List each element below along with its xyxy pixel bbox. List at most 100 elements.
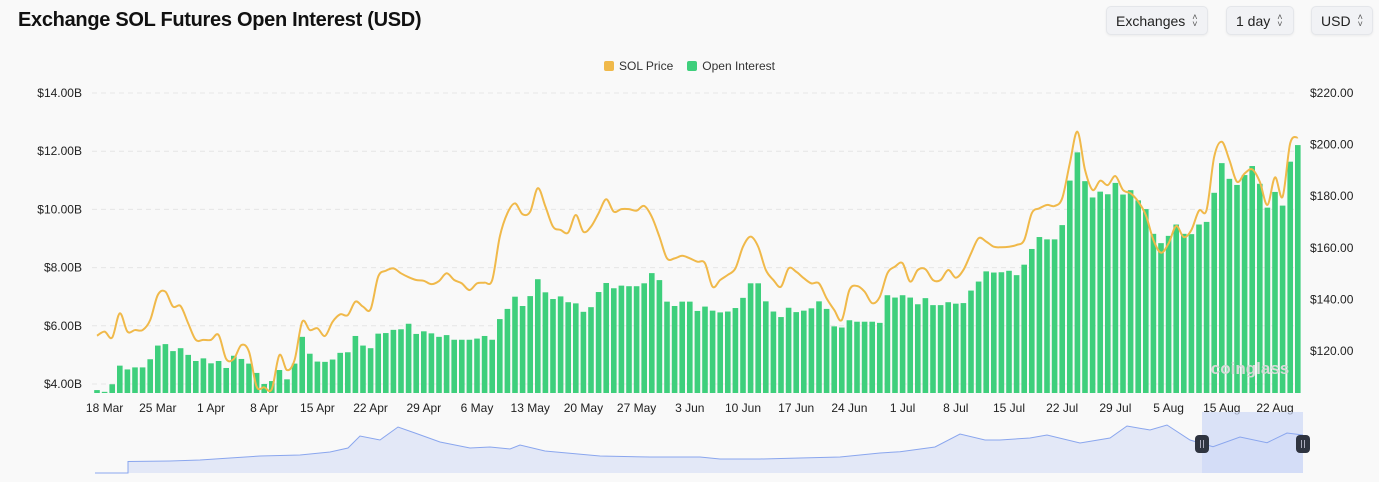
open-interest-bar: [352, 335, 359, 393]
x-axis-tick: 15 Jul: [993, 401, 1025, 415]
x-axis-tick: 27 May: [617, 401, 656, 415]
open-interest-bar: [231, 355, 237, 393]
open-interest-bar: [618, 285, 625, 393]
open-interest-bar: [1105, 194, 1111, 393]
open-interest-bar: [1295, 145, 1301, 393]
interval-select[interactable]: 1 day ˄ ˅: [1226, 6, 1294, 35]
open-interest-bar: [322, 361, 328, 393]
navigator-handle-right[interactable]: [1296, 435, 1310, 453]
open-interest-bar: [329, 359, 336, 393]
open-interest-bar: [922, 298, 929, 393]
open-interest-bar: [846, 320, 853, 393]
open-interest-bar: [367, 348, 374, 393]
open-interest-bar: [801, 310, 807, 393]
open-interest-bar: [1112, 182, 1119, 393]
x-axis-tick: 6 May: [461, 401, 494, 415]
sol-price-line: [96, 130, 1299, 393]
open-interest-bar: [421, 331, 427, 393]
exchanges-select-label: Exchanges: [1116, 12, 1186, 29]
open-interest-bar: [1143, 209, 1149, 393]
x-axis-tick: 3 Jun: [675, 401, 704, 415]
open-interest-bar: [155, 345, 161, 393]
open-interest-bar: [405, 323, 412, 393]
open-interest-bar: [1006, 270, 1012, 393]
open-interest-bar: [132, 367, 138, 393]
open-interest-bar: [345, 352, 351, 393]
open-interest-bar: [1089, 197, 1096, 393]
navigator-handle-left[interactable]: [1195, 435, 1209, 453]
x-axis-tick: 15 Apr: [300, 401, 335, 415]
open-interest-bar: [284, 379, 290, 393]
open-interest-bar: [793, 312, 799, 393]
x-axis-tick: 20 May: [564, 401, 603, 415]
open-interest-bar: [747, 283, 754, 393]
open-interest-bar: [930, 305, 936, 393]
open-interest-bar: [436, 336, 442, 393]
legend-item-sol-price[interactable]: SOL Price: [604, 59, 673, 73]
open-interest-bar: [664, 301, 670, 393]
open-interest-bar: [573, 303, 579, 393]
open-interest-bar: [443, 335, 450, 393]
open-interest-bar: [1257, 183, 1263, 393]
open-interest-bar: [953, 303, 959, 393]
open-interest-bar: [937, 305, 944, 393]
open-interest-bar: [238, 358, 245, 393]
open-interest-bar: [1249, 166, 1255, 393]
open-interest-bar: [481, 335, 488, 393]
open-interest-bar: [1234, 184, 1240, 393]
legend-swatch-oi: [687, 61, 698, 71]
x-axis-tick: 15 Aug: [1203, 401, 1240, 415]
open-interest-bar: [1082, 181, 1088, 393]
open-interest-bar: [1013, 275, 1020, 393]
open-interest-bar: [223, 367, 229, 393]
right-axis-tick: $120.00: [1310, 344, 1354, 358]
open-interest-bar: [968, 290, 974, 393]
open-interest-bar: [299, 336, 305, 393]
open-interest-bar: [535, 279, 541, 393]
open-interest-bar: [360, 345, 366, 393]
open-interest-bar: [603, 283, 609, 393]
right-axis-tick: $180.00: [1310, 189, 1354, 203]
open-interest-bar: [1181, 233, 1187, 393]
open-interest-bar: [998, 272, 1005, 393]
open-interest-bar: [831, 326, 837, 393]
open-interest-bar: [1196, 224, 1202, 393]
legend-label: Open Interest: [702, 59, 775, 73]
open-interest-bar: [1120, 194, 1126, 393]
currency-select[interactable]: USD ˄ ˅: [1311, 6, 1373, 35]
open-interest-bar: [1067, 180, 1073, 393]
navigator-selection[interactable]: [1202, 412, 1303, 473]
right-axis-tick: $160.00: [1310, 241, 1354, 255]
open-interest-bar: [383, 333, 389, 393]
open-interest-bar: [314, 361, 321, 393]
open-interest-bar: [1219, 163, 1225, 393]
open-interest-bar: [694, 310, 701, 393]
right-axis-tick: $200.00: [1310, 138, 1354, 152]
open-interest-bar: [101, 391, 108, 393]
open-interest-bar: [641, 283, 647, 393]
open-interest-bar: [542, 292, 549, 393]
open-interest-bar: [808, 308, 815, 393]
open-interest-bar: [975, 281, 982, 393]
legend-item-open-interest[interactable]: Open Interest: [687, 59, 775, 73]
open-interest-bar: [504, 308, 511, 393]
open-interest-bar: [588, 307, 594, 393]
x-axis-tick: 25 Mar: [139, 401, 176, 415]
open-interest-bar: [755, 283, 761, 393]
range-navigator[interactable]: [95, 412, 1310, 474]
exchanges-select[interactable]: Exchanges ˄ ˅: [1106, 6, 1208, 35]
x-axis-tick: 13 May: [511, 401, 550, 415]
x-axis-tick: 22 Apr: [353, 401, 388, 415]
open-interest-bar: [170, 351, 176, 393]
navigator-area: [95, 425, 1303, 473]
open-interest-bar: [626, 286, 632, 393]
open-interest-bar: [208, 363, 214, 393]
open-interest-bar: [709, 310, 716, 393]
open-interest-bar: [428, 333, 435, 393]
interval-select-label: 1 day: [1236, 12, 1271, 29]
open-interest-bar: [512, 296, 518, 393]
open-interest-bar: [550, 299, 556, 393]
open-interest-bar: [960, 303, 967, 393]
open-interest-bar: [193, 360, 199, 393]
